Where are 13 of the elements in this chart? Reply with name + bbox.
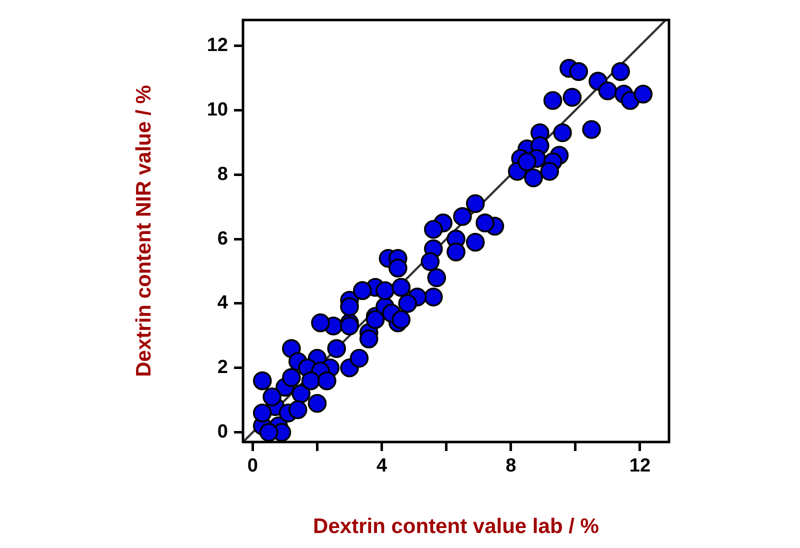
x-tick-label: 4	[376, 456, 388, 477]
x-tick-label: 0	[247, 456, 258, 477]
y-axis-title: Dextrin content NIR value / %	[132, 84, 156, 377]
x-axis-title: Dextrin content value lab / %	[313, 515, 600, 538]
y-tick-label: 2	[217, 357, 228, 378]
y-tick-label: 12	[206, 35, 228, 56]
x-tick-label: 8	[506, 456, 516, 477]
y-tick-label: 0	[217, 422, 228, 443]
y-tick-label: 6	[217, 228, 228, 250]
y-tick-label: 10	[206, 99, 228, 120]
y-tick-label: 8	[217, 164, 228, 185]
y-tick-label: 4	[217, 292, 228, 314]
x-tick-label: 12	[629, 456, 651, 477]
